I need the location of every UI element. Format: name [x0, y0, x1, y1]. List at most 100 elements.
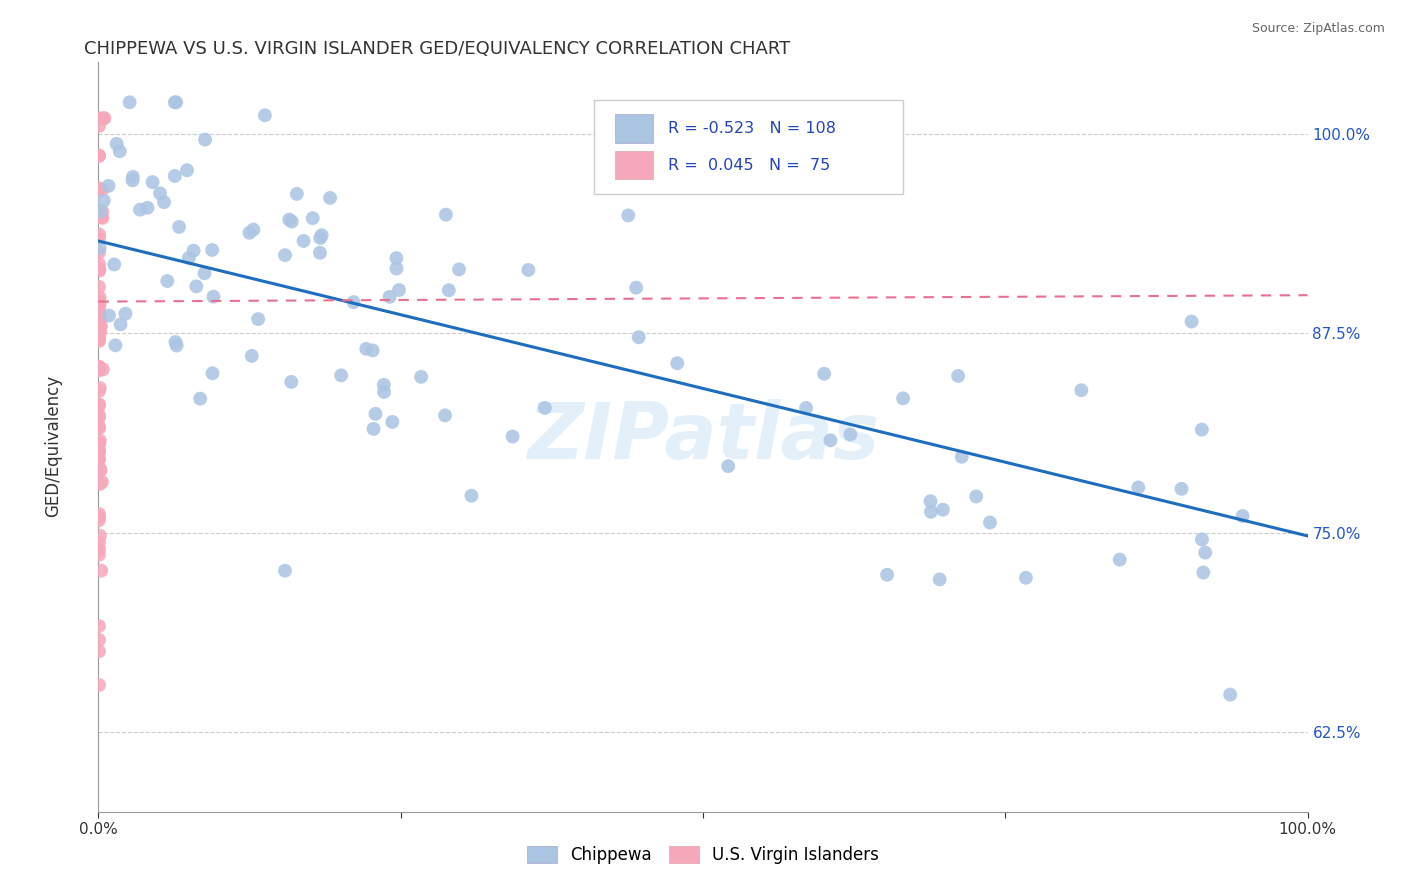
Point — [1194, 546, 1216, 560]
Point — [149, 186, 172, 201]
Point — [87, 149, 110, 163]
Point — [156, 274, 179, 288]
Point — [373, 377, 395, 392]
Point — [87, 507, 110, 521]
Point — [122, 169, 145, 184]
Point — [89, 476, 111, 491]
Point — [87, 548, 110, 562]
Point — [87, 332, 110, 346]
Point — [598, 155, 620, 169]
FancyBboxPatch shape — [614, 114, 654, 143]
Text: CHIPPEWA VS U.S. VIRGIN ISLANDER GED/EQUIVALENCY CORRELATION CHART: CHIPPEWA VS U.S. VIRGIN ISLANDER GED/EQU… — [84, 40, 790, 58]
Point — [820, 434, 842, 448]
Point — [411, 369, 433, 384]
Point — [153, 195, 176, 210]
Point — [363, 422, 385, 436]
Point — [437, 283, 460, 297]
Point — [932, 502, 955, 516]
Point — [90, 463, 112, 477]
Point — [920, 494, 942, 508]
Point — [87, 326, 110, 341]
Point — [301, 211, 323, 226]
Point — [136, 201, 159, 215]
Point — [385, 251, 408, 265]
Point — [87, 280, 110, 294]
Point — [717, 459, 740, 474]
Point — [97, 178, 120, 193]
Point — [381, 415, 404, 429]
Point — [89, 204, 111, 219]
Point — [91, 362, 114, 376]
Point — [434, 208, 457, 222]
Point — [110, 318, 132, 332]
Point — [87, 209, 110, 223]
Point — [1070, 383, 1092, 397]
Point — [619, 176, 641, 190]
Point — [87, 301, 110, 315]
Point — [87, 334, 110, 348]
Point — [108, 145, 131, 159]
Text: ZIPatlas: ZIPatlas — [527, 399, 879, 475]
Point — [534, 401, 557, 415]
Point — [89, 529, 111, 543]
Point — [98, 309, 121, 323]
Point — [87, 231, 110, 245]
Point — [876, 567, 898, 582]
Point — [1128, 480, 1150, 494]
Point — [114, 307, 136, 321]
Point — [87, 445, 110, 459]
Point — [309, 245, 332, 260]
Point — [87, 184, 110, 198]
Point — [965, 490, 987, 504]
Point — [813, 367, 835, 381]
Point — [165, 95, 187, 110]
Point — [87, 294, 110, 309]
Point — [186, 279, 208, 293]
Point — [89, 381, 111, 395]
FancyBboxPatch shape — [595, 100, 903, 194]
Point — [87, 397, 110, 411]
Point — [89, 325, 111, 339]
Text: GED/Equivalency: GED/Equivalency — [45, 375, 62, 517]
Point — [292, 234, 315, 248]
Point — [201, 366, 224, 380]
Point — [87, 644, 110, 658]
Point — [87, 359, 110, 374]
Point — [517, 263, 540, 277]
Point — [1232, 509, 1254, 524]
Point — [89, 542, 111, 557]
Point — [87, 436, 110, 450]
Point — [87, 119, 110, 133]
Point — [242, 222, 264, 236]
Point — [87, 632, 110, 647]
Point — [87, 307, 110, 321]
Point — [89, 434, 111, 448]
Point — [343, 295, 366, 310]
Point — [311, 228, 333, 243]
Point — [373, 384, 395, 399]
Point — [176, 163, 198, 178]
Point — [378, 290, 401, 304]
Point — [129, 202, 152, 217]
Point — [280, 375, 302, 389]
Point — [87, 321, 110, 335]
Point — [979, 516, 1001, 530]
Point — [105, 136, 128, 151]
Point — [89, 297, 111, 311]
Point — [950, 450, 973, 464]
Point — [794, 401, 817, 415]
Point — [87, 330, 110, 344]
Point — [319, 191, 342, 205]
Point — [91, 211, 114, 225]
Point — [839, 427, 862, 442]
Point — [87, 444, 110, 458]
Point — [1170, 482, 1192, 496]
Point — [1191, 533, 1213, 547]
Point — [274, 564, 297, 578]
Point — [201, 243, 224, 257]
Point — [163, 169, 186, 183]
Point — [87, 535, 110, 549]
Point — [167, 219, 190, 234]
FancyBboxPatch shape — [614, 151, 654, 179]
Point — [87, 619, 110, 633]
